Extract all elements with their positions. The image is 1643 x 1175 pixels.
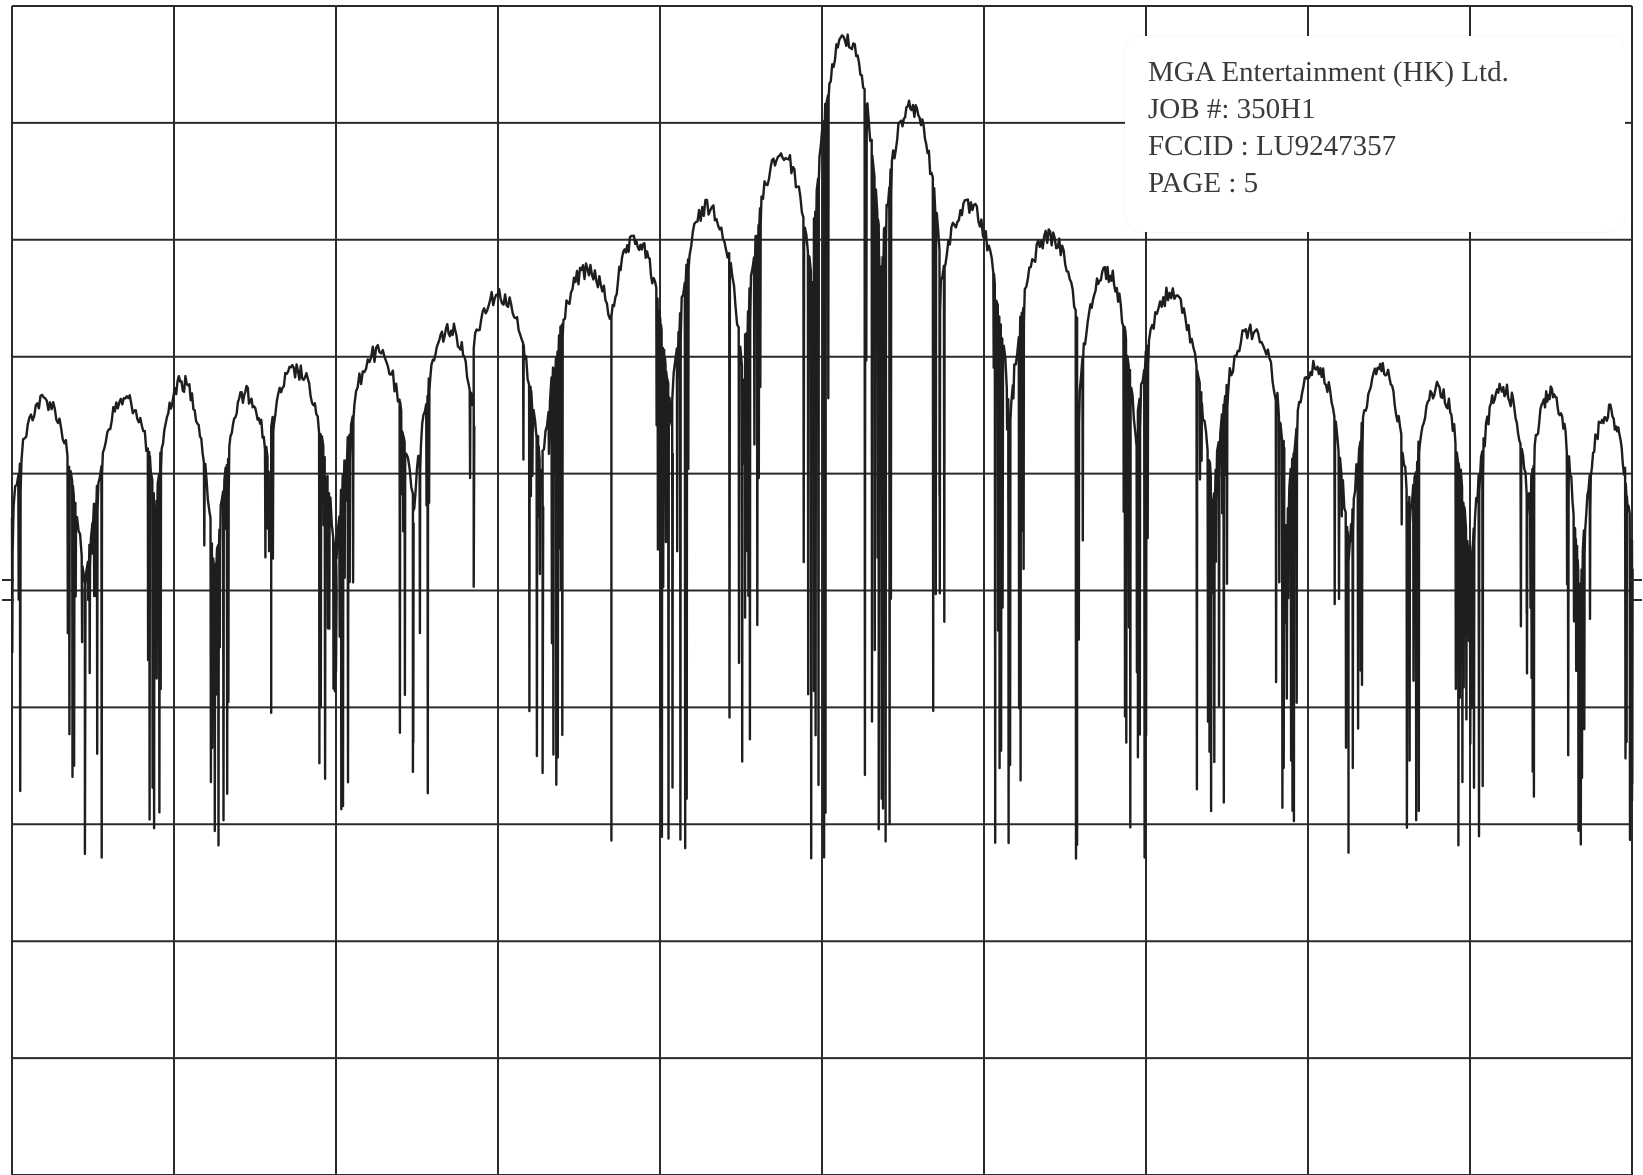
edge-markers [2, 579, 1642, 601]
page-number: PAGE : 5 [1148, 167, 1259, 199]
company-name: MGA Entertainment (HK) Ltd. [1148, 56, 1509, 88]
spectrum-line [10, 33, 1634, 860]
test-report-label [1125, 36, 1625, 232]
plot-grid [11, 5, 1633, 1175]
spectrum-trace [10, 33, 1634, 860]
job-number: JOB #: 350H1 [1148, 93, 1316, 125]
fcc-id: FCCID : LU9247357 [1148, 130, 1397, 162]
